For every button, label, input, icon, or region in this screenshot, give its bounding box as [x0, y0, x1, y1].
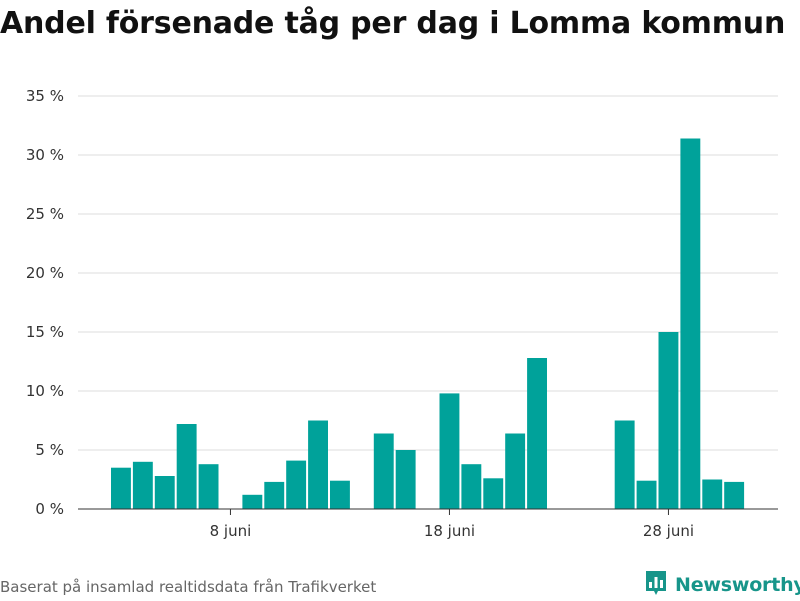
bar[interactable] — [330, 480, 350, 509]
y-tick-label: 0 % — [35, 500, 64, 518]
bar[interactable] — [395, 450, 416, 509]
bar[interactable] — [527, 358, 547, 509]
brand-logo[interactable]: Newsworthy — [644, 570, 800, 600]
bar[interactable] — [198, 464, 219, 509]
bar[interactable] — [680, 138, 701, 510]
y-tick-label: 35 % — [26, 87, 64, 105]
y-tick-label: 10 % — [26, 382, 64, 400]
bar[interactable] — [154, 476, 175, 509]
y-tick-label: 30 % — [26, 146, 64, 164]
bar[interactable] — [505, 433, 526, 510]
bar[interactable] — [111, 467, 131, 509]
brand-name: Newsworthy — [675, 574, 800, 596]
x-tick-label: 8 juni — [210, 522, 252, 540]
bar[interactable] — [308, 420, 328, 510]
bar[interactable] — [461, 464, 482, 509]
x-tick-label: 18 juni — [424, 522, 475, 540]
x-axis-ticks: 8 juni 18 juni 28 juni — [210, 509, 694, 540]
y-tick-label: 5 % — [35, 441, 64, 459]
bars — [111, 138, 745, 510]
bar-chart-logo-icon — [644, 569, 668, 601]
bar[interactable] — [483, 478, 504, 509]
bar[interactable] — [264, 481, 285, 509]
y-tick-label: 20 % — [26, 264, 64, 282]
bar[interactable] — [614, 420, 635, 510]
bar[interactable] — [286, 460, 307, 509]
x-tick-label: 28 juni — [643, 522, 694, 540]
bar[interactable] — [132, 461, 153, 509]
bar[interactable] — [176, 424, 197, 509]
bar[interactable] — [658, 332, 679, 509]
source-note: Baserat på insamlad realtidsdata från Tr… — [0, 578, 377, 596]
bar[interactable] — [724, 481, 745, 509]
bar-chart: 0 % 5 % 10 % 15 % 20 % 25 % 30 % 35 % 8 juni 18 … — [26, 87, 778, 540]
y-axis-labels: 0 % 5 % 10 % 15 % 20 % 25 % 30 % 35 % — [26, 87, 64, 518]
bar[interactable] — [373, 433, 394, 510]
y-tick-label: 15 % — [26, 323, 64, 341]
chart-title: Andel försenade tåg per dag i Lomma komm… — [0, 6, 786, 41]
bar[interactable] — [242, 494, 263, 509]
bar[interactable] — [439, 393, 460, 509]
bar[interactable] — [636, 480, 657, 509]
y-tick-label: 25 % — [26, 205, 64, 223]
bar[interactable] — [702, 479, 723, 510]
